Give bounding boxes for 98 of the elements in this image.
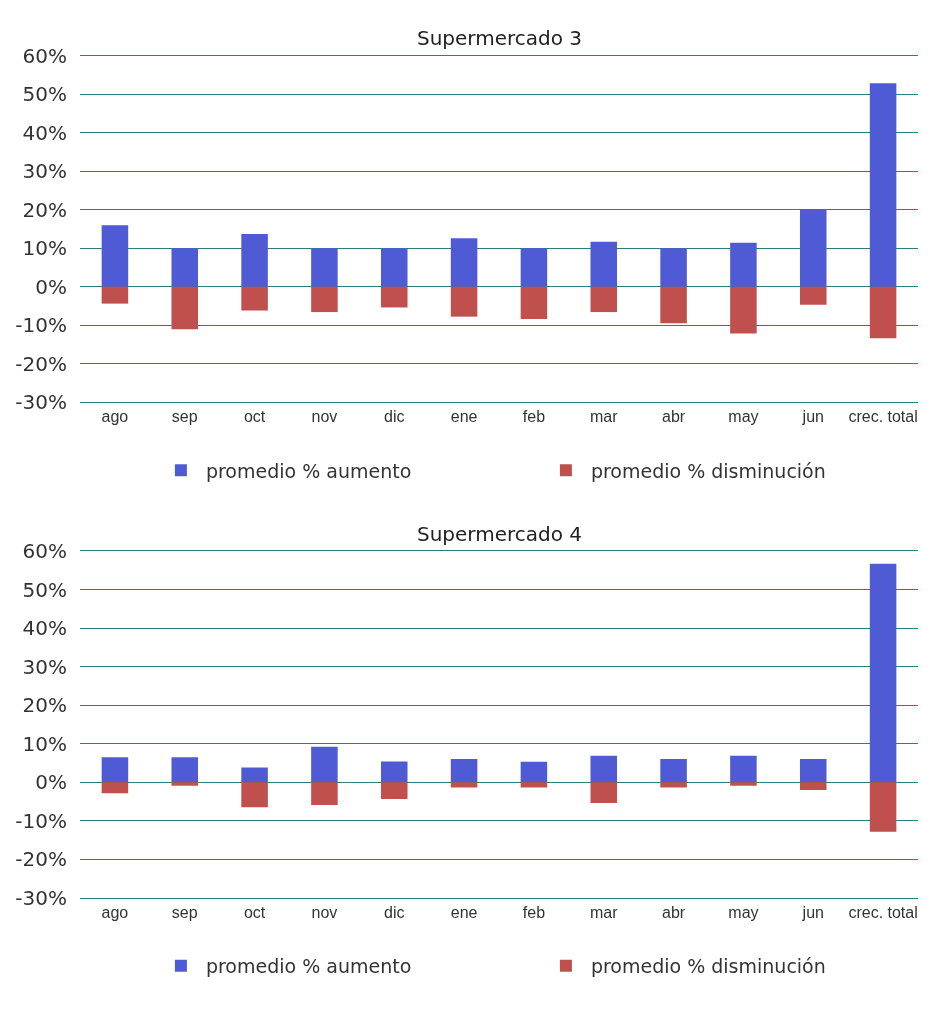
bar — [171, 757, 199, 783]
bar — [660, 782, 687, 788]
bar — [799, 286, 827, 305]
bar — [380, 286, 408, 308]
x-tick-label: mar — [589, 408, 619, 426]
x-tick-label: sep — [171, 903, 198, 921]
x-tick-label: may — [728, 408, 759, 426]
bar — [869, 563, 897, 783]
bar — [660, 248, 687, 287]
y-tick-label: 0% — [35, 274, 67, 299]
x-tick-label: nov — [311, 408, 338, 426]
y-tick-label: 60% — [22, 43, 67, 68]
chart-title: Supermercado 3 — [417, 26, 583, 50]
x-tick-label: jun — [801, 903, 824, 921]
bar — [101, 286, 129, 304]
x-tick-label: mar — [589, 903, 619, 921]
bar — [799, 782, 827, 790]
x-tick-label: ene — [450, 903, 478, 921]
bar — [660, 759, 687, 783]
legend-label: promedio % disminución — [590, 459, 826, 482]
x-tick-label: sep — [171, 408, 198, 426]
bar — [450, 238, 478, 287]
bar — [171, 782, 199, 786]
x-tick-label: jun — [801, 408, 824, 426]
bar — [730, 286, 757, 334]
bar — [730, 755, 757, 783]
bar — [171, 286, 199, 330]
x-tick-label: dic — [384, 903, 405, 921]
x-tick-label: oct — [243, 903, 266, 921]
bar — [101, 757, 129, 783]
bar — [869, 83, 897, 287]
y-tick-label: -20% — [15, 847, 67, 872]
bar — [799, 759, 827, 783]
x-tick-label: feb — [522, 903, 546, 921]
y-tick-label: 50% — [22, 577, 67, 602]
x-tick-label: dic — [384, 408, 405, 426]
bar — [380, 761, 408, 783]
bar — [380, 248, 408, 287]
x-tick-label: abr — [662, 408, 686, 426]
bar — [590, 241, 618, 287]
y-tick-label: 40% — [22, 120, 67, 145]
bar — [660, 286, 687, 324]
y-tick-label: 50% — [22, 82, 67, 107]
bar — [450, 782, 478, 788]
bar — [311, 782, 338, 805]
x-tick-label: may — [728, 903, 759, 921]
bar — [869, 782, 897, 832]
x-tick-label: ago — [101, 408, 129, 426]
bar — [241, 286, 268, 311]
bar — [450, 759, 478, 783]
legend-label: promedio % disminución — [590, 955, 826, 978]
bar — [380, 782, 408, 800]
bar — [241, 782, 268, 808]
y-tick-label: 10% — [22, 236, 67, 261]
y-tick-label: 30% — [22, 159, 67, 184]
y-tick-label: 10% — [22, 731, 67, 756]
x-tick-label: nov — [311, 903, 338, 921]
y-tick-label: 30% — [22, 654, 67, 679]
bar — [799, 209, 827, 287]
x-tick-label: oct — [243, 408, 266, 426]
bar — [590, 286, 618, 313]
x-tick-label: ene — [450, 408, 478, 426]
bar — [450, 286, 478, 317]
legend-label: promedio % aumento — [205, 955, 412, 978]
legend-label: promedio % aumento — [205, 459, 412, 482]
y-tick-label: 20% — [22, 693, 67, 718]
bar — [869, 286, 897, 339]
bar — [730, 782, 757, 786]
bar — [311, 746, 338, 783]
bar — [520, 782, 548, 788]
y-tick-label: -20% — [15, 351, 67, 376]
bar — [730, 242, 757, 287]
bar — [590, 782, 618, 803]
bar — [171, 248, 199, 287]
bar — [520, 248, 548, 287]
y-tick-label: 0% — [35, 770, 67, 795]
bar — [241, 767, 268, 783]
y-tick-label: 60% — [22, 539, 67, 564]
bar — [241, 234, 268, 287]
bar — [101, 782, 129, 794]
bar — [520, 761, 548, 783]
y-tick-label: 20% — [22, 197, 67, 222]
x-tick-label: abr — [662, 903, 686, 921]
y-tick-label: -10% — [15, 808, 67, 833]
bar — [520, 286, 548, 319]
bar — [311, 286, 338, 313]
x-tick-label: crec. total — [848, 408, 918, 426]
bar — [590, 755, 618, 783]
y-tick-label: 40% — [22, 616, 67, 641]
x-tick-label: crec. total — [848, 903, 918, 921]
x-tick-label: feb — [522, 408, 546, 426]
bar — [311, 248, 338, 287]
y-tick-label: -30% — [15, 390, 67, 415]
y-tick-label: -10% — [15, 313, 67, 338]
x-tick-label: ago — [101, 903, 129, 921]
bar — [101, 225, 129, 287]
y-tick-label: -30% — [15, 885, 67, 910]
chart-title: Supermercado 4 — [417, 522, 583, 546]
